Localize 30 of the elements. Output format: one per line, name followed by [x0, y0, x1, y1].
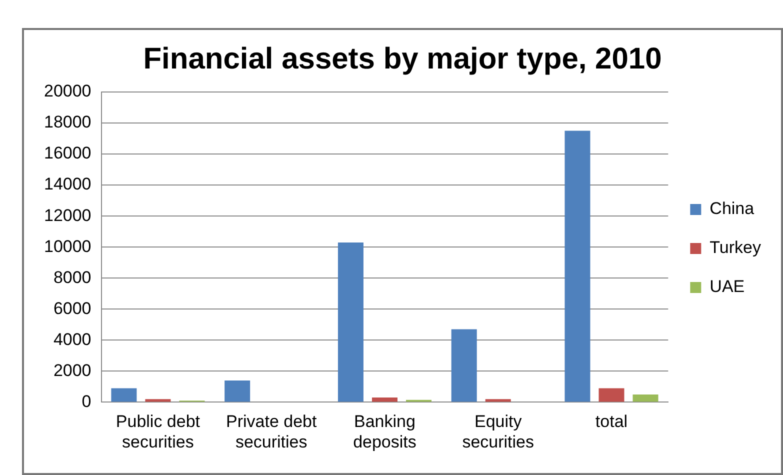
bar	[372, 398, 398, 402]
y-tick-label: 16000	[44, 144, 92, 163]
x-tick-label: total	[595, 412, 628, 432]
y-tick-label: 2000	[53, 360, 92, 380]
bar	[632, 394, 658, 402]
y-tick-label: 8000	[53, 268, 92, 287]
legend-label: Turkey	[710, 238, 762, 258]
y-tick-label: 0	[82, 392, 92, 411]
bar	[224, 380, 250, 402]
legend-label: China	[710, 199, 755, 218]
bar	[485, 399, 511, 402]
x-tick-label: Private debt securities	[226, 412, 317, 452]
bar	[451, 329, 477, 402]
x-tick-label: Public debt securities	[116, 412, 200, 452]
x-tick-label: Equity securities	[462, 412, 534, 452]
y-tick-label: 10000	[44, 236, 92, 256]
bar	[145, 399, 171, 402]
y-tick-label: 4000	[53, 330, 92, 349]
y-tick-label: 6000	[53, 298, 92, 318]
y-tick-label: 12000	[44, 206, 92, 225]
y-tick-label: 14000	[44, 174, 92, 194]
bar	[564, 130, 590, 402]
legend-label: UAE	[710, 277, 745, 296]
bar	[598, 388, 624, 402]
y-tick-label: 18000	[44, 112, 92, 132]
bar	[338, 242, 364, 402]
bar	[111, 388, 137, 402]
chart-title: Financial assets by major type, 2010	[143, 42, 662, 76]
x-tick-label: Banking deposits	[353, 412, 416, 452]
y-tick-label: 20000	[44, 82, 92, 101]
